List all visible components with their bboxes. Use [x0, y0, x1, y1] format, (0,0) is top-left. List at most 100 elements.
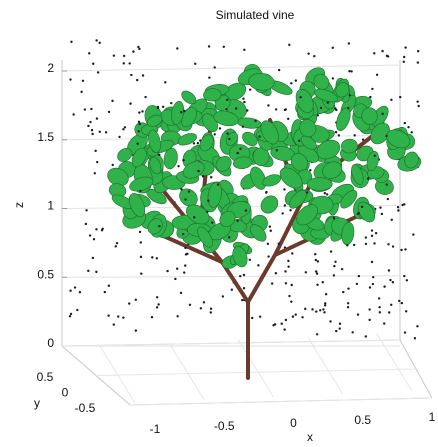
scatter-point: [111, 99, 114, 103]
scatter-point: [199, 307, 203, 310]
leaf: [262, 174, 282, 187]
scatter-point: [410, 131, 413, 134]
scatter-point: [390, 98, 393, 102]
scatter-point: [213, 66, 216, 69]
scatter-point: [290, 283, 293, 287]
scatter-point: [69, 312, 73, 316]
leaf: [404, 151, 419, 169]
scatter-point: [236, 219, 239, 222]
scatter-point: [400, 301, 404, 305]
scatter-point: [377, 297, 381, 300]
scatter-point: [180, 111, 183, 114]
scatter-point: [387, 243, 390, 246]
scatter-point: [150, 316, 154, 319]
scatter-point: [371, 87, 374, 91]
leaf: [219, 210, 236, 227]
scatter-point: [416, 61, 420, 64]
scatter-point: [69, 289, 72, 292]
scatter-point: [128, 302, 131, 305]
scatter-point: [242, 97, 245, 100]
scatter-point: [398, 299, 401, 303]
scatter-point: [331, 46, 335, 50]
scatter-point: [243, 48, 246, 52]
scatter-point: [373, 52, 376, 55]
y-tick-label: -0.5: [75, 401, 96, 415]
scatter-point: [370, 234, 374, 238]
scatter-point: [273, 323, 277, 326]
scatter-point: [378, 311, 382, 314]
scatter-point: [356, 313, 360, 316]
scatter-point: [209, 307, 213, 310]
leaf: [171, 100, 185, 125]
x-tick-label: 1: [429, 410, 436, 424]
scatter-point: [364, 242, 368, 246]
scatter-point: [194, 62, 197, 65]
grid-line: [129, 397, 433, 406]
scatter-point: [325, 193, 329, 196]
scatter-point: [267, 255, 270, 258]
scatter-point: [134, 298, 138, 301]
scatter-point: [403, 331, 407, 334]
scatter-point: [202, 301, 206, 304]
scatter-point: [90, 107, 93, 111]
scatter-point: [280, 322, 283, 325]
scatter-point: [87, 269, 90, 273]
scatter-point: [103, 290, 107, 294]
scatter-point: [141, 110, 144, 113]
scatter-point: [287, 117, 290, 121]
scatter-point: [137, 120, 141, 124]
leaf: [249, 224, 267, 242]
scatter-point: [304, 271, 308, 274]
scatter-point: [283, 328, 286, 331]
scatter-point: [315, 310, 318, 313]
leaf: [147, 218, 163, 235]
scatter-point: [227, 236, 231, 239]
scatter-point: [248, 88, 252, 91]
scatter-point: [141, 74, 145, 77]
scatter-point: [381, 49, 384, 53]
scatter-point: [248, 258, 251, 262]
scatter-point: [111, 163, 114, 167]
scatter-point: [138, 122, 141, 126]
scatter-point: [269, 229, 272, 232]
scatter-point: [236, 151, 239, 155]
scatter-point: [294, 313, 297, 316]
scatter-point: [342, 290, 345, 294]
leaf: [179, 188, 198, 207]
leaf: [252, 147, 270, 167]
leaf: [279, 167, 303, 189]
scatter-point: [281, 212, 284, 215]
scatter-point: [100, 229, 104, 232]
scatter-point: [144, 95, 147, 99]
scatter-point: [176, 267, 179, 270]
scatter-point: [284, 108, 288, 111]
scatter-point: [95, 39, 98, 42]
scatter-point: [95, 270, 98, 274]
scatter-point: [117, 315, 120, 318]
scatter-point: [347, 287, 350, 290]
scatter-point: [334, 260, 337, 263]
scatter-point: [115, 242, 119, 245]
scatter-point: [207, 199, 210, 202]
scatter-point: [373, 154, 376, 157]
scatter-point: [335, 329, 338, 333]
scatter-point: [83, 108, 87, 111]
scatter-point: [69, 78, 72, 81]
scatter-point: [176, 47, 179, 50]
scatter-point: [138, 230, 142, 234]
scatter-point: [72, 113, 75, 116]
scatter-point: [266, 242, 270, 246]
x-tick-label: 0: [290, 416, 297, 430]
scatter-point: [68, 315, 72, 318]
scatter-point: [139, 241, 142, 244]
scatter-point: [161, 105, 165, 109]
leaf: [242, 131, 258, 147]
scatter-point: [207, 45, 211, 48]
leaf: [316, 139, 341, 160]
scatter-point: [313, 54, 316, 58]
scatter-point: [288, 43, 291, 46]
scatter-point: [402, 55, 406, 59]
scatter-point: [304, 307, 307, 311]
x-axis-label: x: [307, 430, 313, 444]
x-tick-label: -1: [150, 422, 161, 436]
